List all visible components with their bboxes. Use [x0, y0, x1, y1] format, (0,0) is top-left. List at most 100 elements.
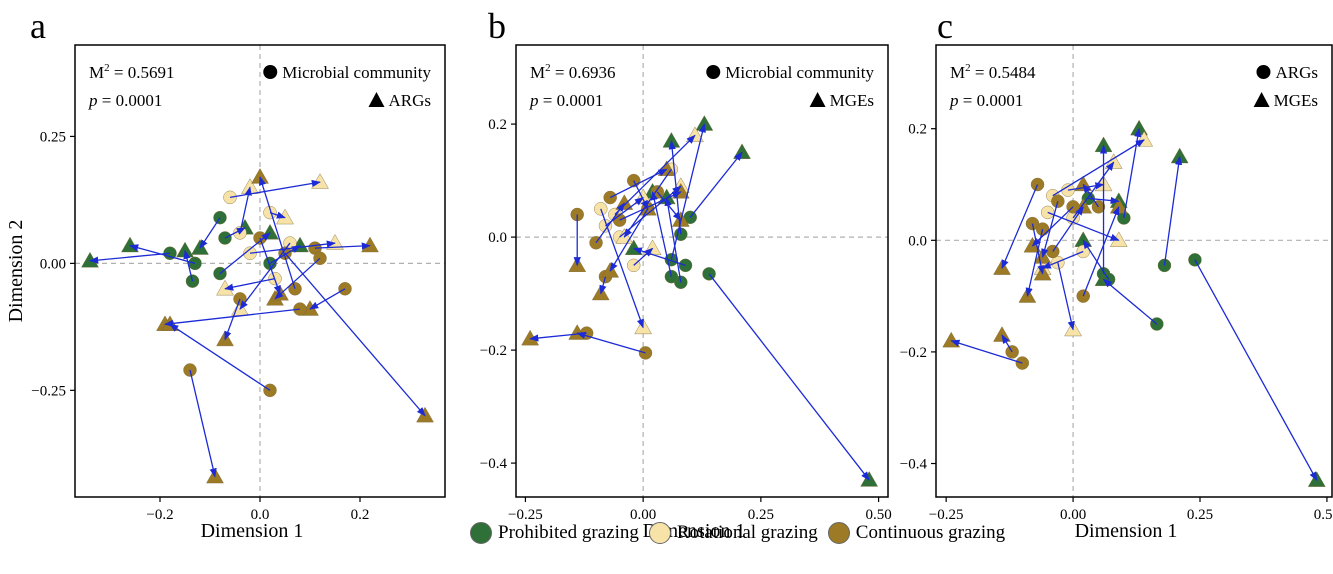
- y-tick-label: 0.2: [488, 117, 507, 133]
- triangle-point: [733, 143, 751, 159]
- procrustes-arrow: [1031, 223, 1045, 275]
- procrustes-arrow: [595, 202, 625, 244]
- procrustes-arrow: [1163, 155, 1183, 266]
- triangle-point: [121, 236, 139, 253]
- stat-p-symbol: p: [949, 91, 959, 110]
- legend-item-rotational: Rotational grazing: [648, 522, 818, 544]
- triangle-point: [860, 471, 879, 487]
- x-tick-label: −0.2: [146, 507, 173, 523]
- triangle-point: [311, 173, 329, 189]
- shape-legend-triangle-icon: [368, 92, 385, 107]
- procrustes-arrow: [89, 252, 171, 264]
- stat-p: p = 0.0001: [529, 91, 603, 110]
- procrustes-arrow: [164, 308, 301, 328]
- procrustes-arrow: [633, 180, 649, 210]
- procrustes-arrow: [129, 244, 196, 265]
- triangle-point: [251, 168, 269, 184]
- group-legend: Prohibited grazing Rotational grazing Co…: [470, 518, 1005, 548]
- procrustes-arrow: [1052, 206, 1084, 252]
- x-tick-label: 0.00: [630, 507, 656, 523]
- shape-legend-triangle-icon: [809, 92, 826, 107]
- plot-frame: [515, 44, 889, 498]
- procrustes-arrow: [258, 176, 296, 289]
- stat-m-symbol: M: [89, 63, 104, 82]
- shape-legend-circle-label: Microbial community: [282, 63, 431, 82]
- y-tick-label: −0.4: [480, 456, 508, 472]
- procrustes-arrow: [1123, 127, 1142, 219]
- triangle-point: [276, 208, 294, 225]
- shape-legend-triangle-label: MGEs: [1274, 91, 1318, 110]
- procrustes-arrow: [670, 123, 706, 260]
- stat-m-symbol: M: [530, 63, 545, 82]
- x-tick-label: 0.0: [251, 507, 270, 523]
- triangle-point: [1104, 153, 1123, 169]
- procrustes-arrow: [599, 276, 607, 295]
- y-tick-label: 0.0: [908, 233, 927, 249]
- y-axis-label: Dimension 2: [5, 220, 27, 323]
- legend-label-prohibited: Prohibited grazing: [498, 522, 639, 543]
- procrustes-arrow: [1082, 205, 1120, 297]
- stat-m2-value: = 0.5691: [110, 63, 175, 82]
- stat-p: p = 0.0001: [88, 91, 162, 110]
- procrustes-arrow: [239, 186, 252, 234]
- procrustes-arrow: [1194, 259, 1318, 482]
- y-tick-label: 0.0: [488, 230, 507, 246]
- triangle-point: [176, 241, 194, 258]
- x-tick-label: −0.25: [508, 507, 543, 523]
- procrustes-arrow: [239, 242, 291, 310]
- procrustes-arrow: [600, 208, 644, 329]
- shape-legend-triangle-label: ARGs: [388, 91, 431, 110]
- procrustes-arrow: [269, 211, 286, 219]
- x-tick-label: 0.50: [865, 507, 891, 523]
- triangle-point: [993, 326, 1011, 342]
- procrustes-arrow: [576, 331, 646, 354]
- panel-label: b: [488, 6, 506, 46]
- data-points: [521, 115, 879, 487]
- procrustes-arrow: [708, 273, 870, 481]
- stat-p-symbol: p: [529, 91, 539, 110]
- legend-item-prohibited: Prohibited grazing: [470, 522, 639, 544]
- stat-m2-value: = 0.6936: [551, 63, 616, 82]
- stat-p-value: = 0.0001: [98, 91, 163, 110]
- panel-b: b−0.25 0.00 0.25 0.50−0.4−0.20.00.2Dimensio…: [480, 6, 892, 542]
- procrustes-arrow: [269, 245, 301, 264]
- y-tick-label: −0.25: [31, 383, 66, 399]
- procrustes-arrow: [1102, 278, 1158, 325]
- triangle-point: [1074, 231, 1093, 247]
- procrustes-arrow: [1031, 206, 1074, 247]
- shape-legend-circle-icon: [1256, 65, 1271, 79]
- y-tick-label: 0.25: [40, 129, 66, 145]
- stat-m2: M2 = 0.6936: [530, 62, 615, 82]
- shape-legend-circle-label: Microbial community: [725, 63, 874, 82]
- procrustes-arrow: [609, 168, 668, 199]
- procrustes-arrow: [1001, 184, 1039, 270]
- y-tick-label: 0.00: [40, 256, 66, 272]
- legend-label-rotational: Rotational grazing: [676, 522, 818, 543]
- panel-label: a: [30, 6, 46, 46]
- procrustes-arrow: [1057, 262, 1075, 331]
- procrustes-arrow: [689, 151, 743, 218]
- procrustes-arrow: [274, 257, 321, 300]
- procrustes-arrow: [169, 323, 271, 391]
- x-tick-label: 0.25: [1187, 507, 1213, 523]
- legend-label-continuous: Continuous grazing: [855, 522, 1006, 543]
- stat-m-symbol: M: [950, 63, 965, 82]
- stat-p-value: = 0.0001: [959, 91, 1024, 110]
- legend-item-continuous: Continuous grazing: [827, 522, 1006, 544]
- procrustes-arrow: [224, 277, 276, 291]
- legend-swatch-continuous: [827, 522, 850, 544]
- procrustes-arrow: [650, 191, 673, 277]
- shape-legend-triangle-icon: [1253, 92, 1270, 107]
- stat-superscript: 2: [965, 62, 971, 74]
- procrustes-arrow: [259, 237, 281, 295]
- triangle-point: [1109, 231, 1128, 247]
- procrustes-arrow: [664, 196, 682, 283]
- procrustes-arrow: [1082, 183, 1099, 208]
- x-tick-label: 0.2: [351, 507, 370, 523]
- triangle-point: [695, 115, 714, 131]
- y-tick-label: −0.2: [480, 343, 507, 359]
- x-tick-label: 0.50: [1314, 507, 1333, 523]
- stat-m2: M2 = 0.5484: [950, 62, 1036, 82]
- y-tick-label: 0.2: [908, 122, 927, 138]
